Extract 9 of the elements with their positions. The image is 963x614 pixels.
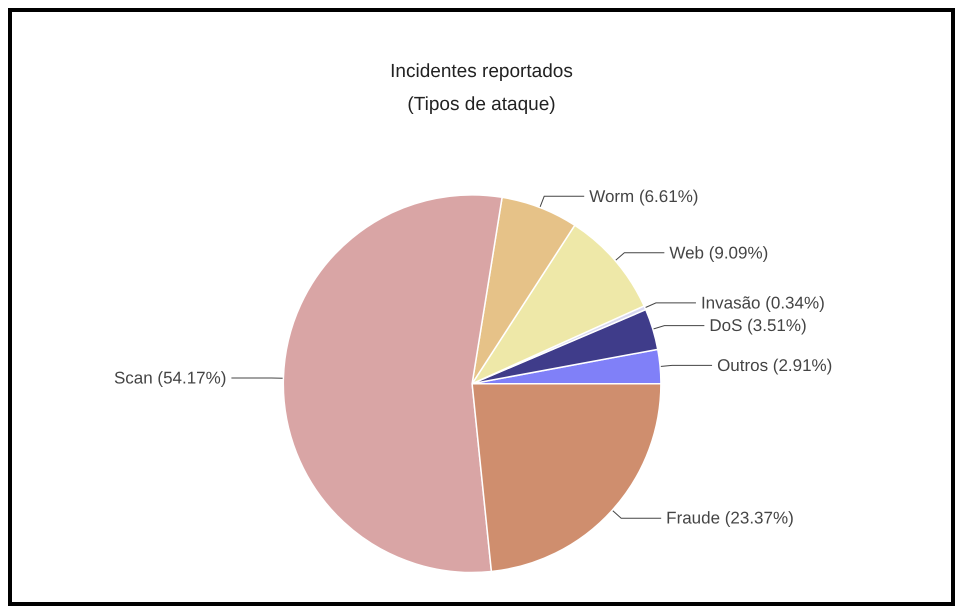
chart-title: Incidentes reportados	[390, 61, 573, 82]
slice-label: Invasão (0.34%)	[700, 293, 825, 312]
slice-label: Worm (6.61%)	[589, 186, 698, 206]
slice-label: Outros (2.91%)	[717, 356, 832, 375]
slice-label: DoS (3.51%)	[709, 316, 807, 336]
slice-label: Fraude (23.37%)	[666, 508, 794, 528]
slice-label: Web (9.09%)	[669, 243, 768, 262]
slice-label: Scan (54.17%)	[114, 368, 226, 388]
chart-subtitle: (Tipos de ataque)	[407, 94, 556, 115]
